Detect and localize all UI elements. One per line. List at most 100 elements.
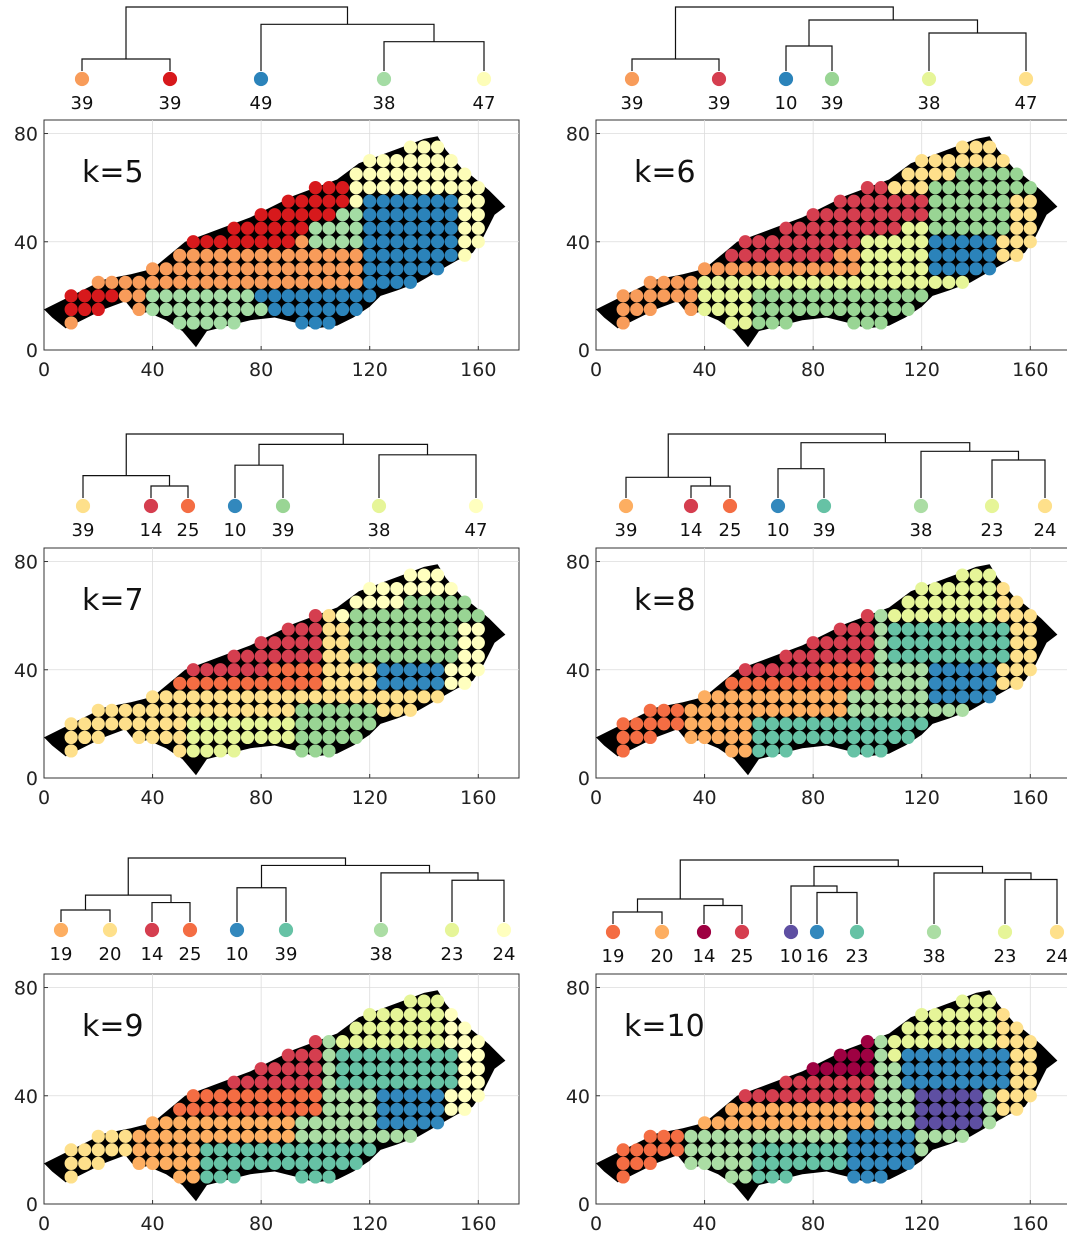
- spot-point: [942, 1129, 956, 1143]
- spot-point: [281, 649, 295, 663]
- spot-point: [390, 153, 404, 168]
- spot-point: [213, 302, 228, 317]
- spot-point: [349, 703, 363, 717]
- spot-point: [847, 248, 861, 262]
- spot-point: [254, 690, 268, 704]
- spot-point: [417, 1089, 431, 1103]
- spot-point: [860, 703, 875, 717]
- spot-point: [942, 167, 956, 181]
- spot-point: [942, 1048, 956, 1062]
- spot-point: [363, 622, 377, 636]
- spot-point: [349, 609, 363, 623]
- spot-point: [942, 1102, 956, 1116]
- spot-point: [874, 622, 888, 636]
- spot-point: [281, 302, 295, 317]
- spot-point: [1010, 663, 1024, 677]
- spot-point: [430, 636, 445, 650]
- spot-point: [847, 1075, 861, 1089]
- spot-point: [860, 649, 875, 663]
- spot-point: [792, 1143, 807, 1157]
- cluster-count-label: 20: [99, 944, 122, 965]
- spot-point: [806, 1129, 820, 1143]
- spot-point: [942, 208, 956, 222]
- spot-point: [254, 262, 268, 276]
- spot-point: [792, 235, 807, 249]
- x-tick-label: 160: [460, 1213, 496, 1235]
- spot-point: [430, 609, 445, 623]
- spot-point: [376, 1075, 390, 1089]
- spot-point: [887, 302, 902, 317]
- spot-point: [792, 649, 807, 663]
- spot-point: [417, 1048, 431, 1062]
- spot-point: [1010, 1102, 1024, 1116]
- spot-point: [942, 1075, 956, 1089]
- spot-point: [982, 622, 997, 636]
- spot-point: [186, 1170, 200, 1184]
- spot-point: [711, 275, 725, 289]
- y-tick-label: 40: [566, 1086, 590, 1108]
- spot-point: [91, 717, 105, 731]
- cluster-count-label: 10: [226, 944, 249, 965]
- cluster-count-label: 38: [368, 520, 391, 541]
- spot-point: [874, 636, 888, 650]
- spot-point: [996, 676, 1010, 690]
- x-tick-label: 120: [904, 1213, 940, 1235]
- spot-point: [105, 717, 119, 731]
- spot-point: [281, 235, 295, 249]
- spot-point: [254, 1089, 268, 1103]
- spot-point: [630, 289, 644, 303]
- spot-point: [969, 235, 983, 249]
- spot-point: [335, 221, 350, 235]
- spot-point: [901, 663, 915, 677]
- spot-point: [444, 248, 458, 262]
- spot-point: [268, 663, 282, 677]
- spot-point: [955, 649, 970, 663]
- spot-point: [752, 1143, 766, 1157]
- cluster-count-label: 23: [981, 520, 1004, 541]
- spot-point: [363, 1116, 377, 1130]
- spot-point: [820, 663, 834, 677]
- spot-point: [430, 248, 445, 262]
- spot-point: [240, 730, 255, 745]
- spot-point: [308, 1062, 323, 1076]
- spot-point: [901, 690, 915, 704]
- spot-point: [308, 181, 323, 195]
- spot-point: [363, 1048, 377, 1062]
- spot-point: [847, 703, 861, 717]
- spot-point: [996, 1062, 1010, 1076]
- spot-point: [363, 1075, 377, 1089]
- spot-point: [403, 1102, 418, 1116]
- spot-point: [458, 622, 472, 636]
- spot-point: [969, 663, 983, 677]
- cluster-count-label: 19: [50, 944, 73, 965]
- spot-point: [955, 1075, 970, 1089]
- spot-point: [996, 581, 1010, 596]
- x-tick-label: 40: [692, 787, 716, 809]
- spot-point: [969, 221, 983, 235]
- spot-point: [820, 208, 834, 222]
- spot-point: [657, 717, 671, 731]
- spot-point: [458, 636, 472, 650]
- dendrogram-branch: [816, 891, 858, 924]
- spot-point: [376, 194, 390, 208]
- spot-point: [308, 1143, 323, 1157]
- dendrogram-branch: [667, 433, 886, 478]
- spot-point: [240, 235, 255, 249]
- spot-point: [281, 1102, 295, 1116]
- spot-point: [738, 690, 752, 704]
- spot-point: [281, 1089, 295, 1103]
- spot-point: [820, 1102, 834, 1116]
- spot-point: [779, 1089, 793, 1103]
- spot-point: [928, 181, 942, 195]
- spot-point: [915, 275, 929, 289]
- spot-point: [860, 1089, 875, 1103]
- spot-point: [281, 1075, 295, 1089]
- spot-point: [996, 181, 1010, 195]
- spot-point: [322, 1170, 336, 1184]
- spot-point: [942, 194, 956, 208]
- spot-point: [376, 1089, 390, 1103]
- spot-point: [213, 275, 228, 289]
- spot-point: [281, 262, 295, 276]
- spot-point: [752, 302, 766, 317]
- spot-point: [711, 1143, 725, 1157]
